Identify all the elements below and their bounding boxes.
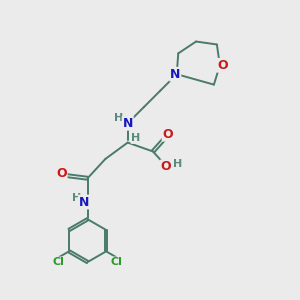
Text: Cl: Cl (53, 257, 64, 267)
Text: O: O (160, 160, 171, 173)
Text: H: H (72, 194, 81, 203)
Text: O: O (56, 167, 67, 180)
Text: N: N (122, 117, 133, 130)
Text: O: O (217, 59, 227, 72)
Text: O: O (163, 128, 173, 141)
Text: H: H (114, 113, 123, 123)
Text: N: N (79, 196, 89, 208)
Text: Cl: Cl (111, 257, 122, 267)
Text: H: H (131, 133, 141, 143)
Text: N: N (170, 68, 181, 81)
Text: H: H (173, 159, 182, 169)
